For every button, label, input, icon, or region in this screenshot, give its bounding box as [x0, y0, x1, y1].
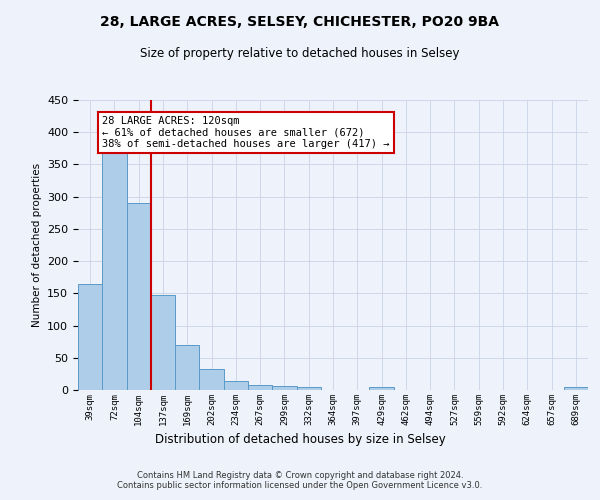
Bar	[199, 368, 224, 390]
Bar	[272, 386, 296, 390]
Y-axis label: Number of detached properties: Number of detached properties	[32, 163, 41, 327]
Bar	[248, 386, 272, 390]
Bar	[224, 381, 248, 390]
Text: Size of property relative to detached houses in Selsey: Size of property relative to detached ho…	[140, 48, 460, 60]
Bar	[127, 203, 151, 390]
Bar	[370, 388, 394, 390]
Text: 28 LARGE ACRES: 120sqm
← 61% of detached houses are smaller (672)
38% of semi-de: 28 LARGE ACRES: 120sqm ← 61% of detached…	[102, 116, 390, 150]
Bar	[296, 387, 321, 390]
Text: 28, LARGE ACRES, SELSEY, CHICHESTER, PO20 9BA: 28, LARGE ACRES, SELSEY, CHICHESTER, PO2…	[101, 15, 499, 29]
Text: Contains HM Land Registry data © Crown copyright and database right 2024.
Contai: Contains HM Land Registry data © Crown c…	[118, 470, 482, 490]
Bar	[102, 148, 127, 390]
Bar	[151, 294, 175, 390]
Bar	[78, 284, 102, 390]
Text: Distribution of detached houses by size in Selsey: Distribution of detached houses by size …	[155, 432, 445, 446]
Bar	[175, 345, 199, 390]
Bar	[564, 388, 588, 390]
